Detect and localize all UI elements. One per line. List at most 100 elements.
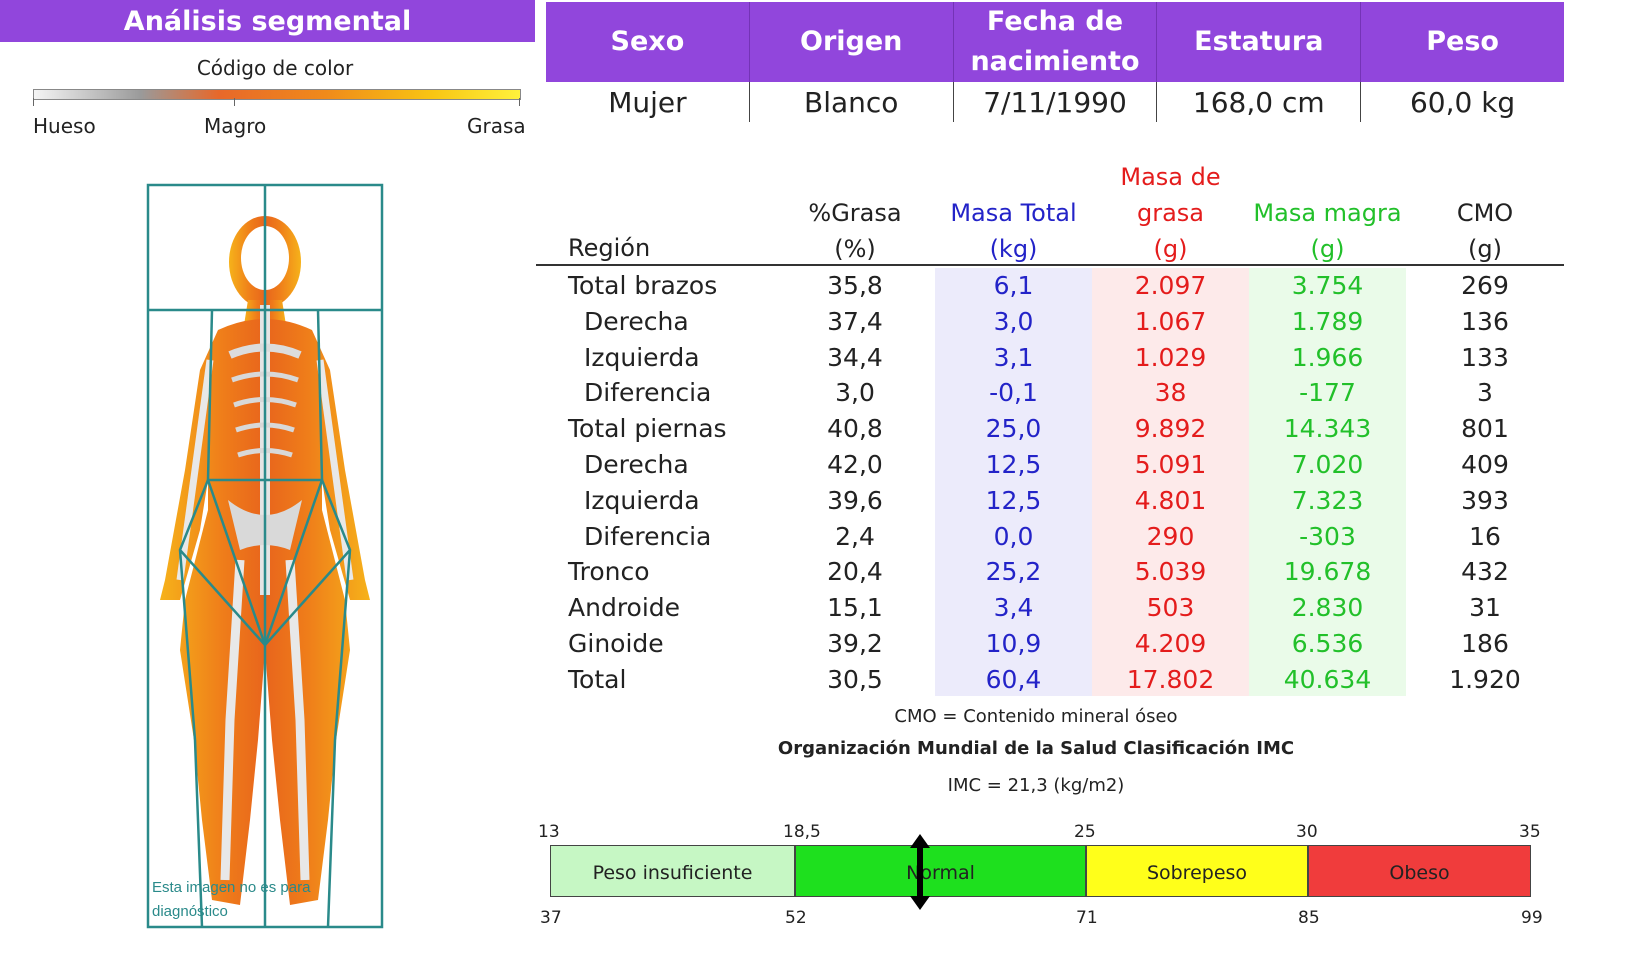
scale-label-lean: Magro xyxy=(204,114,267,138)
cell-value: 3.754 xyxy=(1291,271,1364,300)
cell-value: -177 xyxy=(1299,378,1356,408)
table-row: Derecha 42,0 12,5 5.091 7.020 409 xyxy=(536,447,1564,483)
value-birthdate: 7/11/1990 xyxy=(954,82,1158,122)
cell-value: 1.920 xyxy=(1449,664,1521,694)
region-name: Izquierda xyxy=(584,485,700,515)
cell-value: -0,1 xyxy=(989,378,1038,408)
header-sex: Sexo xyxy=(546,2,750,82)
cell-value: 186 xyxy=(1461,629,1509,658)
value-sex: Mujer xyxy=(546,82,750,122)
bmi-value: IMC = 21,3 (kg/m2) xyxy=(947,775,1125,796)
cell-value: 1.067 xyxy=(1134,306,1207,336)
table-row: Tronco 20,4 25,2 5.039 19.678 432 xyxy=(536,554,1564,590)
cell-value: 12,5 xyxy=(985,450,1042,479)
region-name: Ginoide xyxy=(568,629,664,658)
cell-value: 39,6 xyxy=(827,485,883,515)
cell-value: 3,1 xyxy=(993,342,1034,372)
cell-value: 1.966 xyxy=(1291,342,1364,372)
header-birthdate: Fecha de nacimiento xyxy=(954,2,1158,82)
cell-value: 60,4 xyxy=(985,664,1042,694)
cell-value: 37,4 xyxy=(827,306,883,336)
cell-value: 40.634 xyxy=(1283,664,1372,694)
table-row: Izquierda 39,6 12,5 4.801 7.323 393 xyxy=(536,483,1564,519)
header-fat-pct: %Grasa xyxy=(808,199,902,227)
bmi-bottom-tick: 37 xyxy=(540,908,562,928)
scale-label-fat: Grasa xyxy=(467,114,526,138)
header-fat-mass-line: Masa de xyxy=(1120,163,1221,191)
cell-value: 30,5 xyxy=(827,664,883,694)
image-caption: Esta imagen no es para diagnóstico xyxy=(152,879,315,920)
cell-value: 9.892 xyxy=(1134,414,1207,444)
cell-value: 19.678 xyxy=(1283,557,1372,587)
header-fat-pct-unit: (%) xyxy=(834,235,876,263)
cell-value: 6.536 xyxy=(1291,629,1364,658)
header-total-mass: Masa Total xyxy=(950,199,1077,227)
column-shade-fat-mass xyxy=(1092,268,1249,696)
patient-header-table: Sexo Origen Fecha de nacimiento Estatura … xyxy=(546,2,1564,122)
cell-value: 3,4 xyxy=(993,593,1034,623)
region-name: Derecha xyxy=(584,450,689,479)
cell-value: 2,4 xyxy=(835,521,875,551)
table-header-divider xyxy=(536,264,1564,266)
cell-value: 432 xyxy=(1461,557,1509,587)
cell-value: 34,4 xyxy=(827,342,883,372)
tick-lean xyxy=(234,98,235,106)
cell-value: 6,1 xyxy=(993,271,1034,300)
header-cmo-unit: (g) xyxy=(1468,235,1502,263)
cell-value: 25,0 xyxy=(985,414,1042,444)
bmi-bottom-tick: 71 xyxy=(1076,908,1098,928)
region-name: Total brazos xyxy=(568,271,718,300)
cell-value: 133 xyxy=(1461,342,1509,372)
color-gradient-scale xyxy=(33,89,521,100)
cell-value: 4.209 xyxy=(1134,629,1207,658)
color-code-label: Código de color xyxy=(196,56,354,80)
cell-value: 1.029 xyxy=(1134,342,1207,372)
value-weight: 60,0 kg xyxy=(1409,86,1516,119)
patient-values-row: Mujer Blanco 7/11/1990 168,0 cm 60,0 kg xyxy=(546,82,1564,122)
cell-value: 4.801 xyxy=(1134,485,1207,515)
cell-value: 20,4 xyxy=(827,557,883,587)
header-fat-mass-line: grasa xyxy=(1136,199,1205,227)
region-name: Izquierda xyxy=(584,342,700,372)
cell-value: 40,8 xyxy=(827,414,883,444)
cell-value: 393 xyxy=(1461,485,1509,515)
cell-value: 25,2 xyxy=(985,557,1042,587)
header-origin: Origen xyxy=(750,2,954,82)
bmi-category-3: Obeso xyxy=(1308,845,1531,897)
bmi-category-2: Sobrepeso xyxy=(1086,845,1308,897)
cell-value: 12,5 xyxy=(985,485,1042,515)
table-row: Diferencia 2,4 0,0 290 -303 16 xyxy=(536,519,1564,555)
header-height: Estatura xyxy=(1157,2,1362,82)
value-height: 168,0 cm xyxy=(1157,82,1362,122)
table-row: Ginoide 39,2 10,9 4.209 6.536 186 xyxy=(536,626,1564,662)
cell-value: 136 xyxy=(1461,306,1509,336)
column-shade-lean-mass xyxy=(1249,268,1406,696)
scale-label-bone: Hueso xyxy=(33,114,96,138)
value-origin: Blanco xyxy=(750,82,954,122)
region-name: Diferencia xyxy=(584,378,712,408)
bmi-top-tick: 18,5 xyxy=(783,822,821,842)
table-row: Izquierda 34,4 3,1 1.029 1.966 133 xyxy=(536,340,1564,376)
cell-value: 3 xyxy=(1477,378,1493,408)
bmi-top-tick: 25 xyxy=(1074,822,1096,842)
cell-value: 14.343 xyxy=(1283,414,1372,444)
patient-header-row: Sexo Origen Fecha de nacimiento Estatura … xyxy=(546,2,1564,82)
cell-value: 7.323 xyxy=(1291,485,1364,515)
cell-value: 269 xyxy=(1461,271,1509,300)
bmi-title: Organización Mundial de la Salud Clasifi… xyxy=(777,738,1295,759)
cell-value: 3,0 xyxy=(835,378,875,408)
bmi-bottom-tick: 85 xyxy=(1298,908,1320,928)
header-fat-mass: Masa de grasa xyxy=(1092,159,1249,231)
bmi-top-tick: 13 xyxy=(538,822,560,842)
cell-value: 15,1 xyxy=(827,593,883,623)
table-row: Androide 15,1 3,4 503 2.830 31 xyxy=(536,590,1564,626)
header-weight: Peso xyxy=(1426,26,1499,57)
cell-value: 801 xyxy=(1461,414,1509,444)
cell-value: 3,0 xyxy=(993,306,1034,336)
header-total-mass-unit: (kg) xyxy=(989,235,1038,263)
bmi-category-0: Peso insuficiente xyxy=(550,845,795,897)
region-name: Total xyxy=(568,664,627,694)
cell-value: 17.802 xyxy=(1126,664,1215,694)
bmi-bottom-tick: 52 xyxy=(785,908,807,928)
cell-value: 42,0 xyxy=(827,450,883,479)
